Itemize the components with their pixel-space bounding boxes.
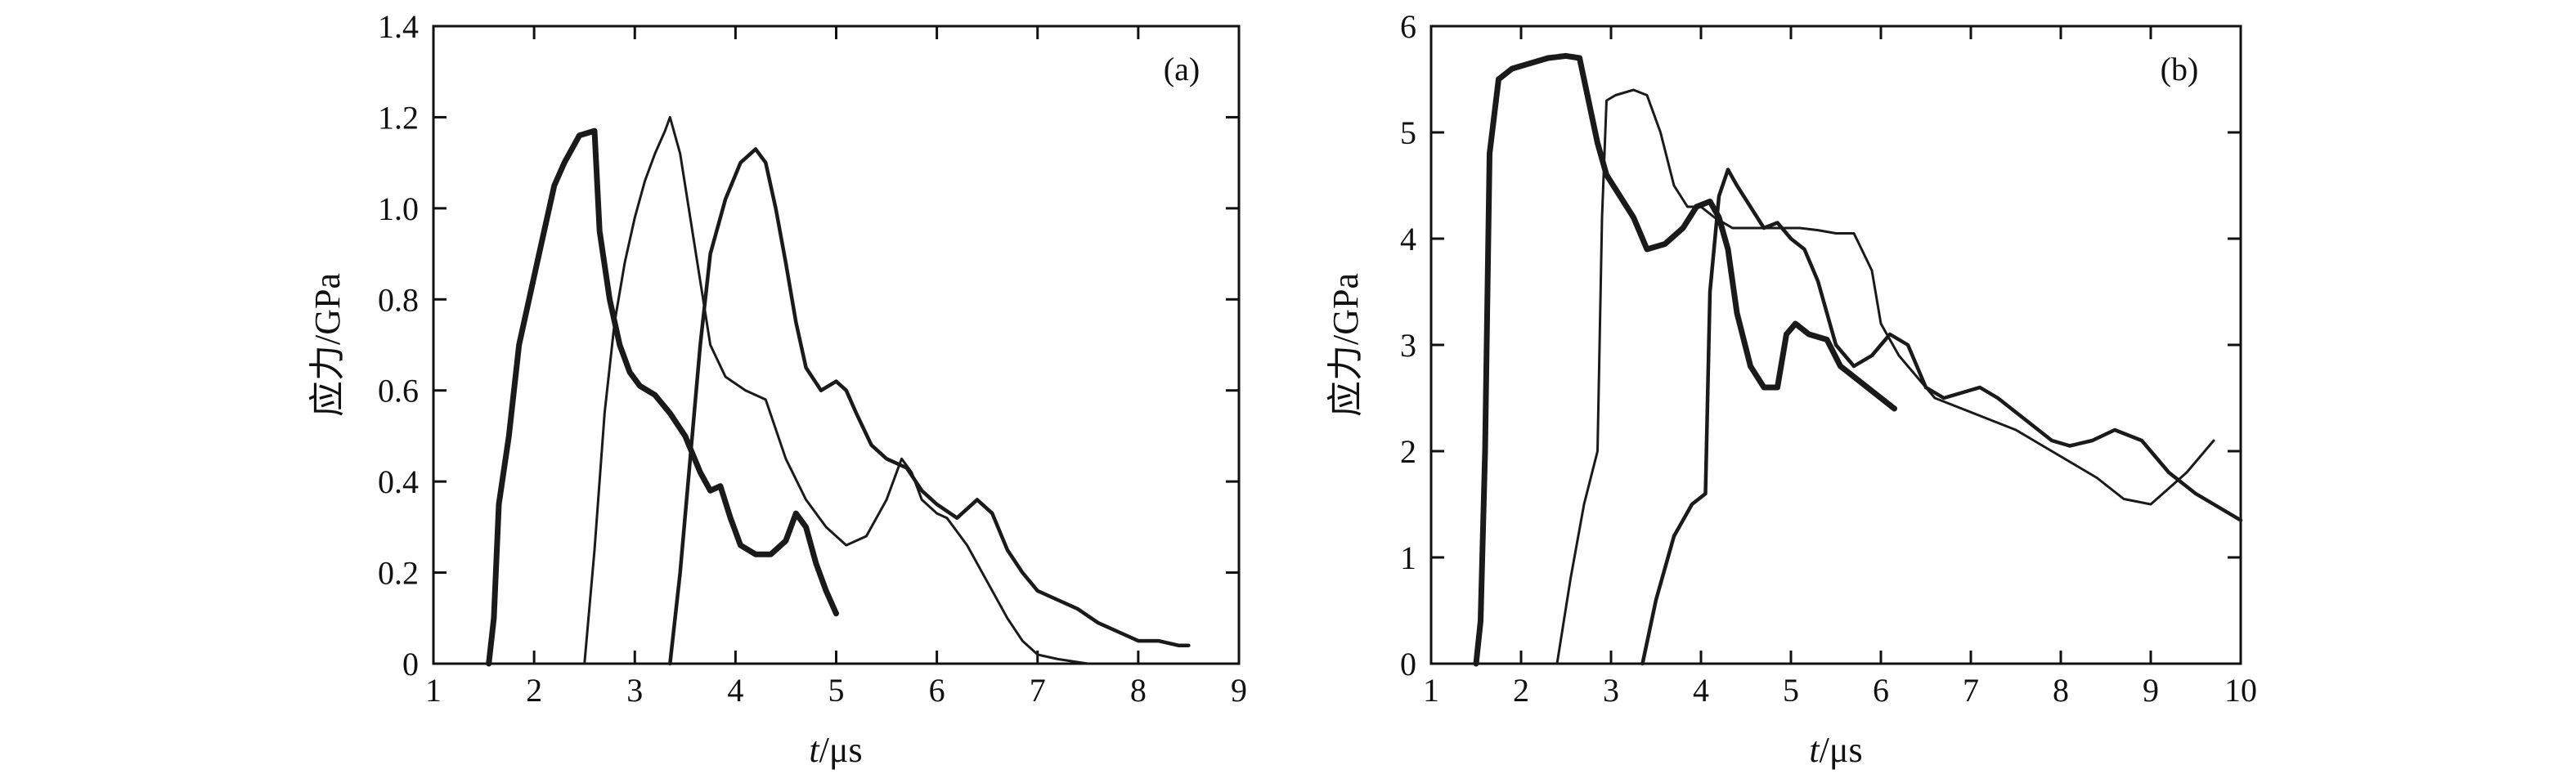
chart-a-x-tick-label: 7 bbox=[1030, 672, 1046, 709]
chart-a-x-tick-label: 6 bbox=[929, 672, 945, 709]
chart-b-xlabel: t/μs bbox=[1809, 730, 1862, 770]
chart-b-ticks bbox=[1429, 25, 2242, 665]
chart-a-y-tick-label: 1.0 bbox=[378, 190, 419, 227]
chart-a-y-tick-label: 0.2 bbox=[378, 555, 419, 592]
chart-a-x-tick-label: 9 bbox=[1231, 672, 1247, 709]
chart-b-x-tick-label: 3 bbox=[1603, 672, 1619, 709]
chart-b-x-tick-label: 10 bbox=[2224, 672, 2257, 709]
chart-b-x-tick-label: 6 bbox=[1873, 672, 1889, 709]
chart-b-panel-label: (b) bbox=[2161, 51, 2199, 87]
chart-a-ylabel: 应力/GPa bbox=[307, 273, 348, 417]
chart-a-y-tick-label: 0.6 bbox=[378, 373, 419, 409]
chart-a-xlabel-variable: t bbox=[809, 730, 820, 770]
chart-a-curves bbox=[486, 115, 1191, 667]
chart-a-y-tick-label: 0.8 bbox=[378, 281, 419, 318]
chart-b-series-2-line bbox=[1555, 88, 2215, 665]
chart-a-x-tick-label: 8 bbox=[1130, 672, 1147, 709]
chart-b-x-tick-label: 8 bbox=[2053, 672, 2069, 709]
chart-b-y-tick-label: 4 bbox=[1400, 221, 1416, 257]
chart-b-x-tick-label: 4 bbox=[1693, 672, 1709, 709]
chart-a-x-tick-label: 5 bbox=[828, 672, 845, 709]
chart-a-series-3-line bbox=[668, 147, 1191, 666]
chart-b-x-tick-label: 5 bbox=[1783, 672, 1799, 709]
chart-b-xlabel-unit: /μs bbox=[1820, 730, 1863, 770]
chart-b-series-3-line bbox=[1640, 168, 2243, 666]
chart-a-tick-labels: 1 2 3 4 5 6 7 8 9 0 0.2 0.4 0.6 0.8 1.0 1.2 1.4 bbox=[378, 8, 1247, 709]
chart-b-y-tick-label: 2 bbox=[1400, 433, 1416, 470]
chart-a-y-tick-label: 0 bbox=[402, 646, 419, 682]
chart-a-x-tick-label: 3 bbox=[626, 672, 643, 709]
chart-a-frame bbox=[432, 25, 1241, 665]
chart-a-x-tick-label: 2 bbox=[526, 672, 542, 709]
chart-b-y-tick-label: 5 bbox=[1400, 114, 1416, 151]
chart-a-x-tick-label: 1 bbox=[425, 672, 442, 709]
chart-b-y-tick-label: 3 bbox=[1400, 327, 1416, 364]
chart-b-y-tick-label: 0 bbox=[1400, 646, 1416, 682]
chart-b-x-tick-label: 7 bbox=[1963, 672, 1979, 709]
chart-a-ticks bbox=[432, 25, 1241, 665]
chart-a-panel-label: (a) bbox=[1164, 51, 1200, 87]
chart-b-x-tick-label: 1 bbox=[1423, 672, 1439, 709]
chart-a-xlabel-unit: /μs bbox=[819, 730, 863, 770]
chart-a-y-tick-label: 0.4 bbox=[378, 463, 419, 500]
chart-a-y-tick-label: 1.2 bbox=[378, 99, 419, 136]
chart-b-series-1-line bbox=[1473, 52, 1897, 667]
chart-b-y-tick-label: 1 bbox=[1400, 539, 1416, 576]
chart-a-y-tick-label: 1.4 bbox=[378, 8, 419, 45]
chart-a-x-tick-label: 4 bbox=[727, 672, 743, 709]
chart-panel-a: 1 2 3 4 5 6 7 8 9 0 0.2 0.4 0.6 0.8 1.0 1.2 1.4 (a) t/μs… bbox=[307, 8, 1247, 770]
chart-b-ylabel: 应力/GPa bbox=[1326, 273, 1366, 417]
chart-b-x-tick-label: 2 bbox=[1513, 672, 1529, 709]
chart-b-x-tick-label: 9 bbox=[2143, 672, 2159, 709]
chart-a-xlabel: t/μs bbox=[809, 730, 862, 770]
chart-b-xlabel-variable: t bbox=[1809, 730, 1820, 770]
chart-b-curves bbox=[1473, 52, 2243, 667]
chart-a-series-2-line bbox=[583, 115, 1089, 665]
chart-a-series-1-line bbox=[486, 128, 839, 667]
chart-b-y-tick-label: 6 bbox=[1400, 8, 1416, 45]
